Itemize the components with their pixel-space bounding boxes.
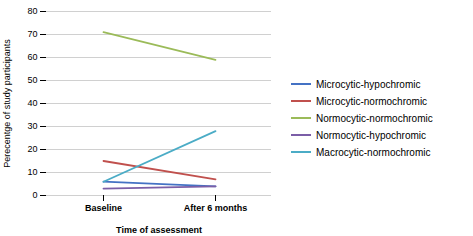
svg-text:10: 10	[27, 167, 37, 177]
html-text:Microcytic-normochromic: Microcytic-normochromic	[316, 95, 428, 107]
html-text:Normocytic-normochromic: Normocytic-normochromic	[316, 112, 433, 124]
svg-text:70: 70	[27, 29, 37, 39]
svg-text:Time of assessment: Time of assessment	[116, 225, 202, 235]
svg-text:Baseline: Baseline	[85, 203, 122, 213]
html-text:Normocytic-hypochromic: Normocytic-hypochromic	[316, 129, 426, 141]
svg-text:20: 20	[27, 144, 37, 154]
html-text:Macrocytic-normochromic: Macrocytic-normochromic	[316, 146, 431, 158]
svg-text:50: 50	[27, 75, 37, 85]
svg-text:40: 40	[27, 98, 37, 108]
svg-text:80: 80	[27, 6, 37, 16]
svg-text:0: 0	[32, 190, 37, 200]
svg-text:30: 30	[27, 121, 37, 131]
svg-text:60: 60	[27, 52, 37, 62]
html-text:Microcytic-hypochromic: Microcytic-hypochromic	[316, 78, 421, 90]
svg-text:After 6 months: After 6 months	[184, 203, 248, 213]
svg-text:Perecentge of study participan: Perecentge of study participants	[2, 39, 12, 168]
